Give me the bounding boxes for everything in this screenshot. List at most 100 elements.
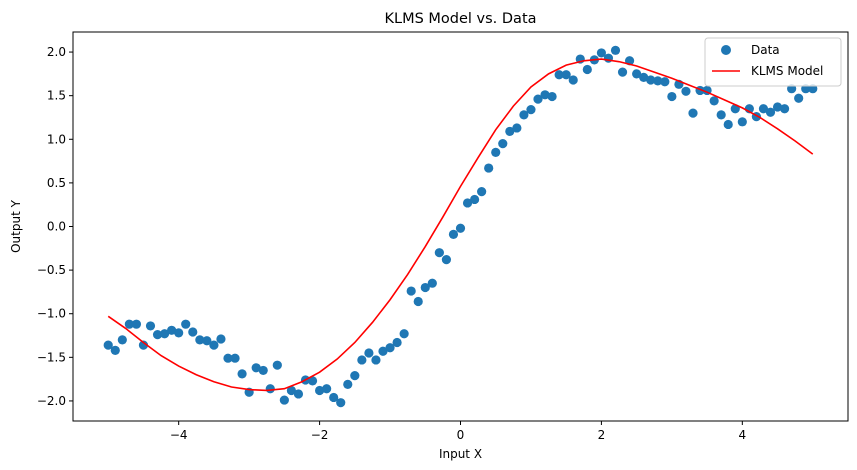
data-point xyxy=(772,102,783,112)
y-tick-label: 1.0 xyxy=(47,132,66,146)
data-point xyxy=(526,105,536,115)
data-point xyxy=(378,346,388,356)
data-point xyxy=(258,365,268,376)
data-point xyxy=(660,77,670,87)
data-point xyxy=(582,64,592,75)
data-point xyxy=(441,255,452,265)
data-point xyxy=(286,385,297,396)
data-point xyxy=(413,296,423,307)
data-point xyxy=(519,110,529,120)
data-point xyxy=(420,282,430,293)
data-point xyxy=(202,336,212,346)
data-point xyxy=(512,123,522,133)
legend-model-label: KLMS Model xyxy=(751,64,823,78)
data-point xyxy=(152,330,163,340)
data-point xyxy=(188,327,198,337)
axes-layer: −4 −2 0 2 4 −2.0 −1.5 −1.0 −0.5 0.0 0.5 1.0 1.5 2.0 xyxy=(37,45,746,442)
data-point xyxy=(392,337,402,348)
data-point xyxy=(667,91,677,102)
data-point xyxy=(716,110,726,120)
data-point xyxy=(131,319,142,329)
data-point xyxy=(138,340,149,350)
data-point xyxy=(279,395,289,405)
data-point xyxy=(681,86,691,96)
data-point xyxy=(265,384,275,394)
y-tick-label: −0.5 xyxy=(37,263,66,277)
y-tick-label: 0.0 xyxy=(47,220,66,234)
data-point xyxy=(737,117,747,127)
data-point xyxy=(794,93,804,103)
data-point xyxy=(357,355,367,365)
data-point xyxy=(103,340,113,350)
data-point xyxy=(709,96,719,106)
data-point xyxy=(498,139,508,149)
data-point xyxy=(455,223,466,233)
data-point xyxy=(364,348,374,358)
y-tick-label: 0.5 xyxy=(47,176,66,190)
data-point xyxy=(484,163,494,173)
data-point xyxy=(181,319,191,329)
data-point xyxy=(469,194,480,205)
data-point xyxy=(216,334,226,344)
data-point xyxy=(540,90,550,100)
data-point xyxy=(491,147,501,157)
chart-title: KLMS Model vs. Data xyxy=(384,11,536,27)
marks-layer xyxy=(103,45,818,408)
klms-model-line xyxy=(107,58,814,392)
data-point xyxy=(385,343,395,353)
x-tick-label: 4 xyxy=(738,428,746,442)
data-point xyxy=(230,353,240,363)
data-point xyxy=(174,328,184,338)
data-point xyxy=(159,329,170,339)
y-tick-label: −2.0 xyxy=(37,394,66,408)
data-point xyxy=(765,107,776,117)
data-point xyxy=(434,248,444,258)
data-point xyxy=(779,104,790,114)
y-tick-label: 2.0 xyxy=(47,45,66,59)
data-point xyxy=(462,198,473,208)
y-tick-label: 1.5 xyxy=(47,89,66,103)
data-point xyxy=(336,398,346,408)
data-point xyxy=(547,91,557,102)
data-point xyxy=(145,321,156,331)
y-tick-label: −1.0 xyxy=(37,307,66,321)
y-axis-title: Output Y xyxy=(9,199,23,252)
data-point xyxy=(251,363,261,373)
x-tick-label: 0 xyxy=(457,428,465,442)
data-point xyxy=(596,48,607,58)
data-point xyxy=(371,355,381,365)
data-point xyxy=(427,278,437,288)
data-point xyxy=(406,286,416,296)
x-tick-label: 2 xyxy=(598,428,606,442)
legend-data-marker xyxy=(721,45,731,55)
data-point xyxy=(399,329,409,339)
data-point xyxy=(110,345,120,355)
data-point xyxy=(639,72,649,82)
data-point xyxy=(723,119,733,130)
data-point xyxy=(758,104,769,114)
data-point xyxy=(533,94,543,104)
data-point xyxy=(603,53,614,63)
data-point xyxy=(350,371,360,381)
data-point xyxy=(646,75,656,85)
x-tick-label: −2 xyxy=(311,428,329,442)
data-point xyxy=(617,67,628,77)
x-axis-title: Input X xyxy=(439,447,482,461)
data-point xyxy=(554,70,564,80)
data-point xyxy=(477,187,487,197)
data-point xyxy=(322,384,332,394)
data-point xyxy=(314,385,325,396)
x-tick-label: −4 xyxy=(170,428,188,442)
legend: Data KLMS Model xyxy=(704,37,842,87)
data-point xyxy=(343,379,353,389)
data-point xyxy=(237,369,247,379)
data-point xyxy=(568,75,578,85)
data-point xyxy=(307,376,318,386)
data-point xyxy=(688,108,698,118)
data-point xyxy=(329,392,339,403)
data-point xyxy=(653,76,663,86)
data-point xyxy=(632,69,642,79)
legend-box xyxy=(704,37,842,87)
data-point xyxy=(293,389,304,399)
